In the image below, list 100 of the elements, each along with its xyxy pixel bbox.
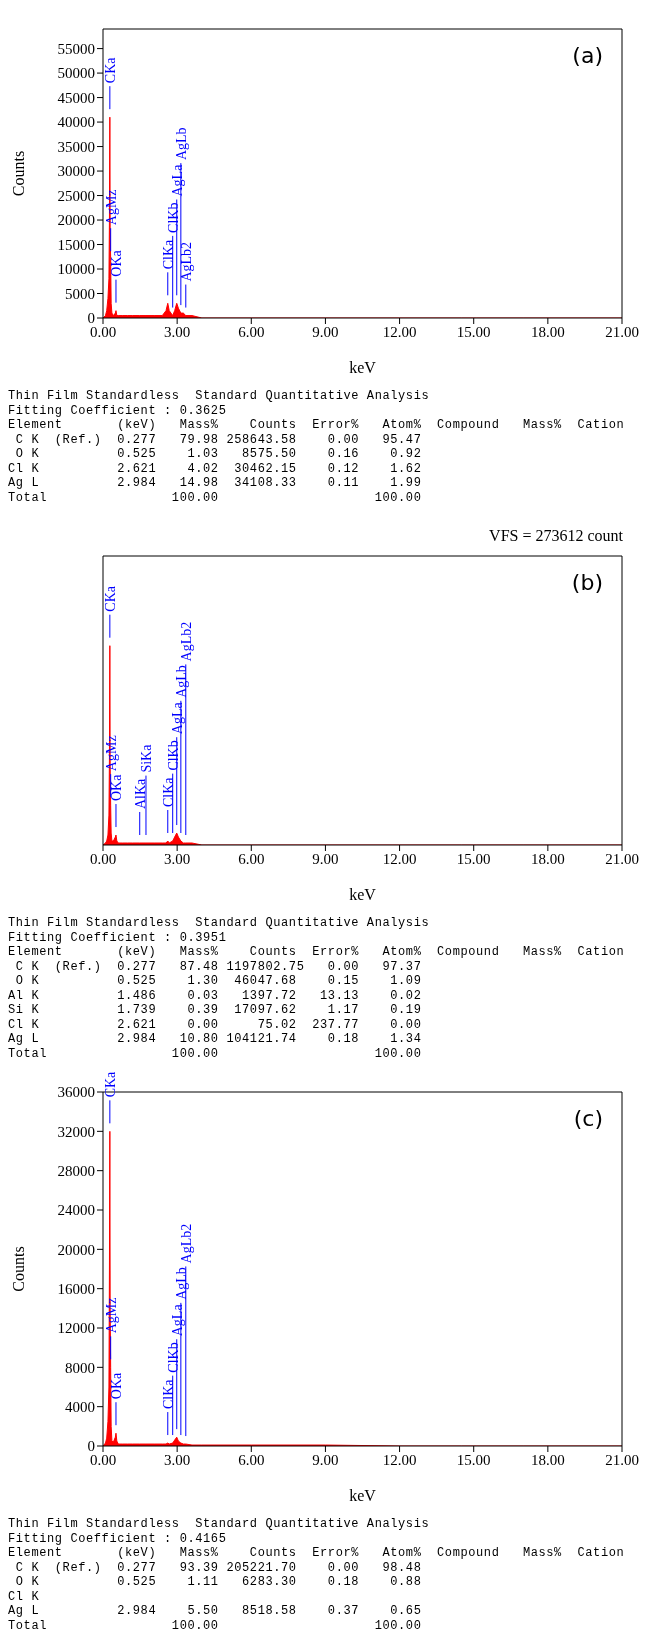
text: C K (Ref.) 0.277 87.48 1197802.75 0.00 97.37	[14, 959, 423, 974]
annotation: CKa	[102, 56, 118, 84]
annotation: ClKb	[165, 740, 181, 771]
x-tick-label: 21.00	[605, 323, 639, 340]
text: Ag L 2.984 14.98 34108.33 0.11 1.99	[8, 476, 423, 491]
y-tick-label: 40000	[57, 114, 95, 131]
text: Si K 1.739 0.39 17097.62 1.17 0.19	[8, 1003, 423, 1018]
chart-subtitle: VFS = 273612 count	[489, 527, 623, 545]
x-tick-label: 21.00	[605, 850, 639, 867]
y-tick-label: 45000	[57, 89, 95, 106]
text: Fitting Coefficient : 0.4165	[8, 1531, 228, 1546]
text: C K (Ref.) 0.277 93.39 205221.70 0.00 98.48	[14, 1560, 423, 1575]
annotation: ClKa	[160, 776, 176, 808]
y-tick-label: 5000	[65, 285, 95, 302]
x-tick-label: 0.00	[89, 850, 117, 867]
x-tick-label: 18.00	[530, 323, 565, 340]
x-tick-label: 12.00	[382, 1451, 417, 1468]
text: O K 0.525 1.30 46047.68 0.15 1.09	[14, 974, 423, 989]
annotation: AgMz	[103, 735, 119, 772]
annotation: AgLb	[173, 127, 189, 161]
y-tick-label: 32000	[57, 1123, 95, 1140]
y-tick-label: 50000	[57, 65, 95, 82]
text: Ag L 2.984 10.80 104121.74 0.18 1.34	[8, 1032, 423, 1047]
x-axis-title: keV	[349, 359, 377, 376]
text: Total 100.00 100.00	[8, 490, 423, 505]
annotation: AgLb2	[178, 241, 194, 282]
annotation: AgLa	[169, 1303, 185, 1337]
y-tick-label: 15000	[57, 236, 95, 253]
x-tick-label: 9.00	[312, 850, 339, 867]
annotation: OKa	[108, 773, 124, 802]
text: O K 0.525 1.11 6283.30 0.18 0.88	[14, 1575, 423, 1590]
y-tick-label: 30000	[57, 163, 95, 180]
y-tick-label: 10000	[57, 261, 95, 278]
annotation: AgLb2	[178, 621, 194, 662]
text: Thin Film Standardless Standard Quantitative Analysis	[8, 1517, 431, 1532]
annotation: AgLb2	[178, 1223, 194, 1264]
text: O K 0.525 1.03 8575.50 0.16 0.92	[14, 447, 423, 462]
y-tick-label: 12000	[57, 1320, 95, 1337]
annotation: CKa	[102, 1070, 118, 1098]
x-tick-label: 6.00	[238, 850, 265, 867]
x-tick-label: 3.00	[164, 1451, 191, 1468]
annotation: AgLa	[169, 163, 185, 197]
x-axis-title: keV	[349, 1487, 377, 1504]
text: (c)	[573, 1106, 603, 1131]
y-tick-label: 25000	[57, 187, 95, 204]
annotation: ClKb	[165, 202, 181, 233]
y-tick-label: 24000	[57, 1202, 95, 1219]
annotation: AgLb	[173, 1267, 189, 1300]
text: Element (keV) Mass% Counts Error% Atom% Compound Mass% Cation	[8, 945, 626, 960]
text: Total 100.00 100.00	[8, 1618, 423, 1633]
y-tick-label: 20000	[57, 212, 95, 229]
text: Fitting Coefficient : 0.3625	[8, 403, 228, 418]
y-tick-label: 28000	[57, 1162, 95, 1179]
chart-title: (b)	[571, 570, 603, 595]
text: Element (keV) Mass% Counts Error% Atom% Compound Mass% Cation	[8, 1546, 626, 1561]
text: Cl K	[8, 1589, 41, 1604]
x-tick-label: 9.00	[312, 323, 339, 340]
text: C K (Ref.) 0.277 79.98 258643.58 0.00 95.47	[14, 432, 423, 447]
text: Ag L 2.984 5.50 8518.58 0.37 0.65	[8, 1604, 423, 1619]
x-axis-title: keV	[349, 886, 377, 903]
y-axis-title: Counts	[9, 1246, 27, 1292]
x-tick-label: 6.00	[238, 1451, 265, 1468]
x-tick-label: 6.00	[238, 323, 265, 340]
annotation: ClKa	[160, 238, 176, 270]
text: (a)	[572, 43, 603, 68]
annotation: AgLb	[173, 665, 189, 698]
annotation: CKa	[102, 585, 118, 612]
y-tick-label: 8000	[65, 1359, 95, 1376]
x-tick-label: 15.00	[456, 850, 491, 867]
text: Element (keV) Mass% Counts Error% Atom% Compound Mass% Cation	[8, 418, 626, 433]
x-tick-label: 3.00	[164, 323, 191, 340]
annotation: SiKa	[138, 743, 154, 773]
annotation: AgMz	[103, 1297, 119, 1334]
text: Cl K 2.621 4.02 30462.15 0.12 1.62	[8, 461, 423, 476]
y-tick-label: 20000	[57, 1241, 95, 1258]
x-tick-label: 12.00	[382, 850, 417, 867]
y-axis-title: Counts	[9, 150, 27, 197]
annotation: OKa	[108, 249, 124, 277]
text: Cl K 2.621 0.00 75.02 237.77 0.00	[8, 1017, 423, 1032]
annotation: OKa	[108, 1372, 124, 1400]
text: Total 100.00 100.00	[8, 1046, 423, 1061]
x-tick-label: 3.00	[164, 850, 191, 867]
x-tick-label: 21.00	[605, 1451, 639, 1468]
annotation: AgLa	[169, 701, 185, 735]
annotation: AgMz	[103, 189, 119, 226]
x-tick-label: 18.00	[530, 1451, 565, 1468]
text: Thin Film Standardless Standard Quantitative Analysis	[8, 916, 431, 931]
y-tick-label: 36000	[57, 1084, 95, 1101]
annotation: ClKa	[160, 1378, 176, 1410]
annotation: ClKb	[165, 1342, 181, 1373]
text: Fitting Coefficient : 0.3951	[8, 930, 228, 945]
y-tick-label: 4000	[65, 1398, 95, 1415]
text: Thin Film Standardless Standard Quantitative Analysis	[8, 389, 431, 404]
y-tick-label: 55000	[57, 40, 95, 57]
x-tick-label: 15.00	[456, 323, 491, 340]
y-tick-label: 16000	[57, 1280, 95, 1297]
x-tick-label: 9.00	[312, 1451, 339, 1468]
text: Al K 1.486 0.03 1397.72 13.13 0.02	[8, 988, 423, 1003]
y-tick-label: 35000	[57, 138, 95, 155]
x-tick-label: 15.00	[456, 1451, 491, 1468]
